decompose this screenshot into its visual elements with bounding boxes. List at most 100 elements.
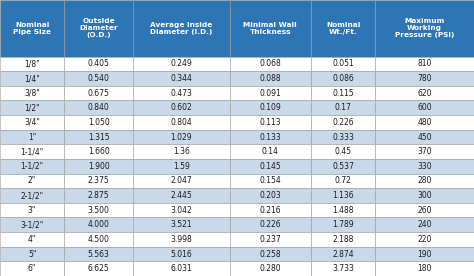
Bar — [229, 188, 311, 203]
Text: 0.840: 0.840 — [88, 103, 109, 112]
Text: 0.115: 0.115 — [332, 89, 354, 98]
Text: 3.500: 3.500 — [88, 206, 109, 215]
Text: 0.405: 0.405 — [88, 59, 109, 68]
Bar — [133, 71, 229, 86]
Bar — [375, 86, 474, 100]
Bar — [64, 57, 133, 71]
Text: 3.042: 3.042 — [171, 206, 192, 215]
Bar — [311, 188, 375, 203]
Bar — [0, 247, 64, 261]
Text: 0.091: 0.091 — [259, 89, 281, 98]
Bar — [0, 217, 64, 232]
Bar — [0, 115, 64, 130]
Text: 0.258: 0.258 — [260, 250, 281, 259]
Bar — [229, 159, 311, 174]
Text: Minimal Wall
Thickness: Minimal Wall Thickness — [244, 22, 297, 35]
Text: 0.344: 0.344 — [171, 74, 192, 83]
Bar — [0, 86, 64, 100]
Text: 0.113: 0.113 — [260, 118, 281, 127]
Text: 6.031: 6.031 — [171, 264, 192, 273]
Bar — [375, 188, 474, 203]
Text: 0.133: 0.133 — [259, 132, 281, 142]
Text: 0.237: 0.237 — [259, 235, 281, 244]
Bar — [375, 130, 474, 144]
Bar — [64, 261, 133, 276]
Text: 1.59: 1.59 — [173, 162, 190, 171]
Text: 1.136: 1.136 — [332, 191, 354, 200]
Text: 1.900: 1.900 — [88, 162, 109, 171]
Text: 240: 240 — [418, 220, 432, 229]
Bar — [133, 188, 229, 203]
Bar — [133, 57, 229, 71]
Text: 2-1/2": 2-1/2" — [20, 191, 44, 200]
Text: 5.563: 5.563 — [88, 250, 109, 259]
Bar — [64, 203, 133, 217]
Text: 0.203: 0.203 — [259, 191, 281, 200]
Text: 0.333: 0.333 — [332, 132, 354, 142]
Text: 0.602: 0.602 — [171, 103, 192, 112]
Text: 1.789: 1.789 — [332, 220, 354, 229]
Text: 0.675: 0.675 — [88, 89, 109, 98]
Bar — [64, 247, 133, 261]
Text: 1.36: 1.36 — [173, 147, 190, 156]
Text: 190: 190 — [418, 250, 432, 259]
Bar — [0, 130, 64, 144]
Text: Average Inside
Diameter (I.D.): Average Inside Diameter (I.D.) — [150, 22, 213, 35]
Text: 0.226: 0.226 — [260, 220, 281, 229]
Text: 180: 180 — [418, 264, 432, 273]
Bar — [0, 261, 64, 276]
Text: 3-1/2": 3-1/2" — [20, 220, 44, 229]
Bar — [64, 0, 133, 57]
Bar — [375, 100, 474, 115]
Bar — [133, 159, 229, 174]
Text: 1.660: 1.660 — [88, 147, 109, 156]
Bar — [133, 86, 229, 100]
Bar — [311, 0, 375, 57]
Bar — [0, 71, 64, 86]
Text: 0.14: 0.14 — [262, 147, 279, 156]
Text: 6.625: 6.625 — [88, 264, 109, 273]
Bar — [64, 159, 133, 174]
Bar — [0, 57, 64, 71]
Text: 1/8": 1/8" — [24, 59, 40, 68]
Text: 780: 780 — [418, 74, 432, 83]
Text: 0.226: 0.226 — [332, 118, 354, 127]
Text: 0.72: 0.72 — [335, 176, 352, 185]
Text: 0.540: 0.540 — [88, 74, 109, 83]
Bar — [311, 71, 375, 86]
Text: 1.488: 1.488 — [332, 206, 354, 215]
Bar — [375, 174, 474, 188]
Bar — [375, 159, 474, 174]
Text: 6": 6" — [28, 264, 36, 273]
Bar — [375, 144, 474, 159]
Text: 480: 480 — [418, 118, 432, 127]
Text: 5.016: 5.016 — [171, 250, 192, 259]
Bar — [133, 144, 229, 159]
Text: 330: 330 — [417, 162, 432, 171]
Text: 4": 4" — [28, 235, 36, 244]
Bar — [133, 0, 229, 57]
Bar — [0, 159, 64, 174]
Bar — [229, 71, 311, 86]
Text: 1.029: 1.029 — [171, 132, 192, 142]
Text: 0.17: 0.17 — [335, 103, 352, 112]
Bar — [64, 86, 133, 100]
Bar — [229, 232, 311, 247]
Text: 1/4": 1/4" — [24, 74, 40, 83]
Text: Outside
Diameter
(O.D.): Outside Diameter (O.D.) — [80, 18, 118, 38]
Bar — [0, 0, 64, 57]
Bar — [229, 86, 311, 100]
Text: 1-1/2": 1-1/2" — [20, 162, 44, 171]
Text: 280: 280 — [418, 176, 432, 185]
Bar — [229, 0, 311, 57]
Bar — [229, 100, 311, 115]
Text: Maximum
Working
Pressure (PSI): Maximum Working Pressure (PSI) — [395, 18, 454, 38]
Text: 0.051: 0.051 — [332, 59, 354, 68]
Bar — [311, 130, 375, 144]
Text: 3": 3" — [28, 206, 36, 215]
Bar — [311, 174, 375, 188]
Bar — [229, 130, 311, 144]
Bar — [133, 130, 229, 144]
Bar — [229, 115, 311, 130]
Text: 300: 300 — [417, 191, 432, 200]
